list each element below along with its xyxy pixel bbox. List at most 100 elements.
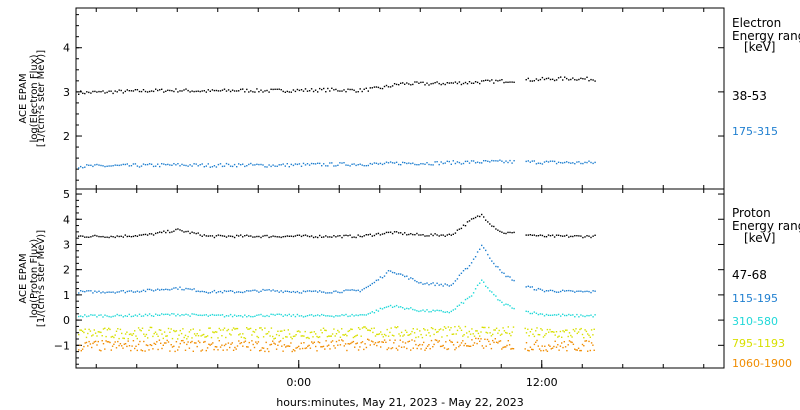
- data-point: [543, 78, 546, 81]
- data-point: [314, 290, 317, 292]
- data-point: [272, 340, 274, 342]
- data-point: [165, 164, 167, 166]
- data-point: [481, 326, 483, 328]
- data-point: [406, 347, 408, 350]
- data-point: [238, 163, 240, 165]
- data-point: [130, 236, 133, 238]
- data-point: [466, 83, 469, 85]
- data-point: [485, 160, 487, 162]
- data-point: [429, 335, 431, 337]
- data-point: [533, 335, 536, 338]
- data-point: [207, 235, 209, 237]
- data-point: [183, 336, 185, 339]
- data-point: [321, 236, 323, 238]
- data-point: [144, 90, 147, 93]
- data-point: [456, 82, 459, 85]
- data-point: [527, 310, 529, 313]
- data-point: [201, 314, 203, 317]
- y-axis-label-line: log(Electron Flux): [29, 54, 40, 142]
- data-point: [266, 332, 269, 335]
- data-point: [119, 343, 122, 345]
- data-point: [287, 329, 289, 331]
- data-point: [122, 316, 124, 318]
- data-point: [122, 337, 124, 339]
- data-point: [389, 231, 392, 233]
- data-point: [550, 348, 552, 350]
- data-point: [161, 163, 163, 165]
- data-point: [191, 90, 193, 92]
- data-point: [499, 79, 501, 82]
- data-point: [575, 328, 577, 330]
- data-point: [189, 91, 191, 93]
- data-point: [231, 329, 233, 331]
- data-point: [104, 292, 106, 294]
- x-axis-label: hours:minutes, May 21, 2023 - May 22, 20…: [276, 396, 524, 409]
- data-point: [321, 313, 323, 316]
- data-point: [337, 291, 339, 293]
- data-point: [406, 82, 408, 84]
- data-point: [272, 335, 274, 338]
- data-point: [134, 235, 137, 237]
- data-point: [570, 334, 572, 337]
- data-point: [274, 314, 276, 316]
- data-point: [242, 345, 244, 347]
- data-point: [88, 340, 90, 343]
- data-point: [489, 161, 491, 163]
- data-point: [223, 316, 226, 318]
- data-point: [82, 92, 84, 94]
- data-point: [345, 91, 347, 93]
- data-point: [317, 341, 319, 343]
- data-point: [310, 290, 313, 293]
- data-point: [527, 234, 529, 236]
- data-point: [325, 292, 327, 294]
- data-point: [507, 326, 509, 328]
- data-point: [398, 333, 400, 335]
- data-point: [177, 349, 179, 351]
- data-point: [219, 163, 222, 165]
- data-point: [222, 329, 224, 331]
- data-point: [314, 314, 317, 317]
- data-point: [280, 164, 282, 166]
- data-point: [506, 332, 508, 334]
- data-point: [472, 217, 475, 220]
- data-point: [363, 287, 365, 290]
- data-point: [266, 234, 268, 237]
- data-point: [424, 283, 426, 285]
- data-point: [424, 349, 426, 351]
- data-point: [567, 344, 569, 346]
- data-point: [430, 164, 432, 166]
- data-point: [557, 234, 560, 236]
- data-point: [541, 329, 543, 331]
- data-point: [438, 82, 440, 85]
- data-point: [438, 235, 440, 237]
- data-point: [204, 336, 206, 338]
- data-point: [100, 314, 102, 316]
- data-point: [183, 164, 185, 166]
- data-point: [283, 329, 286, 331]
- data-point: [334, 347, 336, 349]
- data-point: [564, 329, 567, 331]
- data-point: [94, 90, 96, 93]
- data-point: [311, 331, 313, 333]
- data-point: [108, 236, 110, 239]
- data-point: [497, 160, 499, 162]
- data-point: [78, 93, 80, 95]
- data-point: [183, 231, 185, 233]
- data-point: [335, 340, 338, 343]
- data-point: [298, 234, 301, 236]
- data-point: [248, 328, 250, 330]
- data-point: [165, 342, 167, 344]
- data-point: [200, 335, 202, 337]
- data-point: [173, 313, 175, 315]
- data-point: [252, 343, 254, 346]
- data-point: [205, 349, 207, 352]
- data-point: [118, 291, 120, 293]
- data-point: [126, 235, 128, 238]
- data-point: [381, 333, 383, 336]
- data-point: [525, 342, 528, 344]
- data-point: [279, 330, 282, 332]
- data-point: [306, 290, 309, 292]
- data-point: [136, 235, 139, 237]
- data-point: [371, 282, 373, 285]
- data-point: [363, 348, 365, 351]
